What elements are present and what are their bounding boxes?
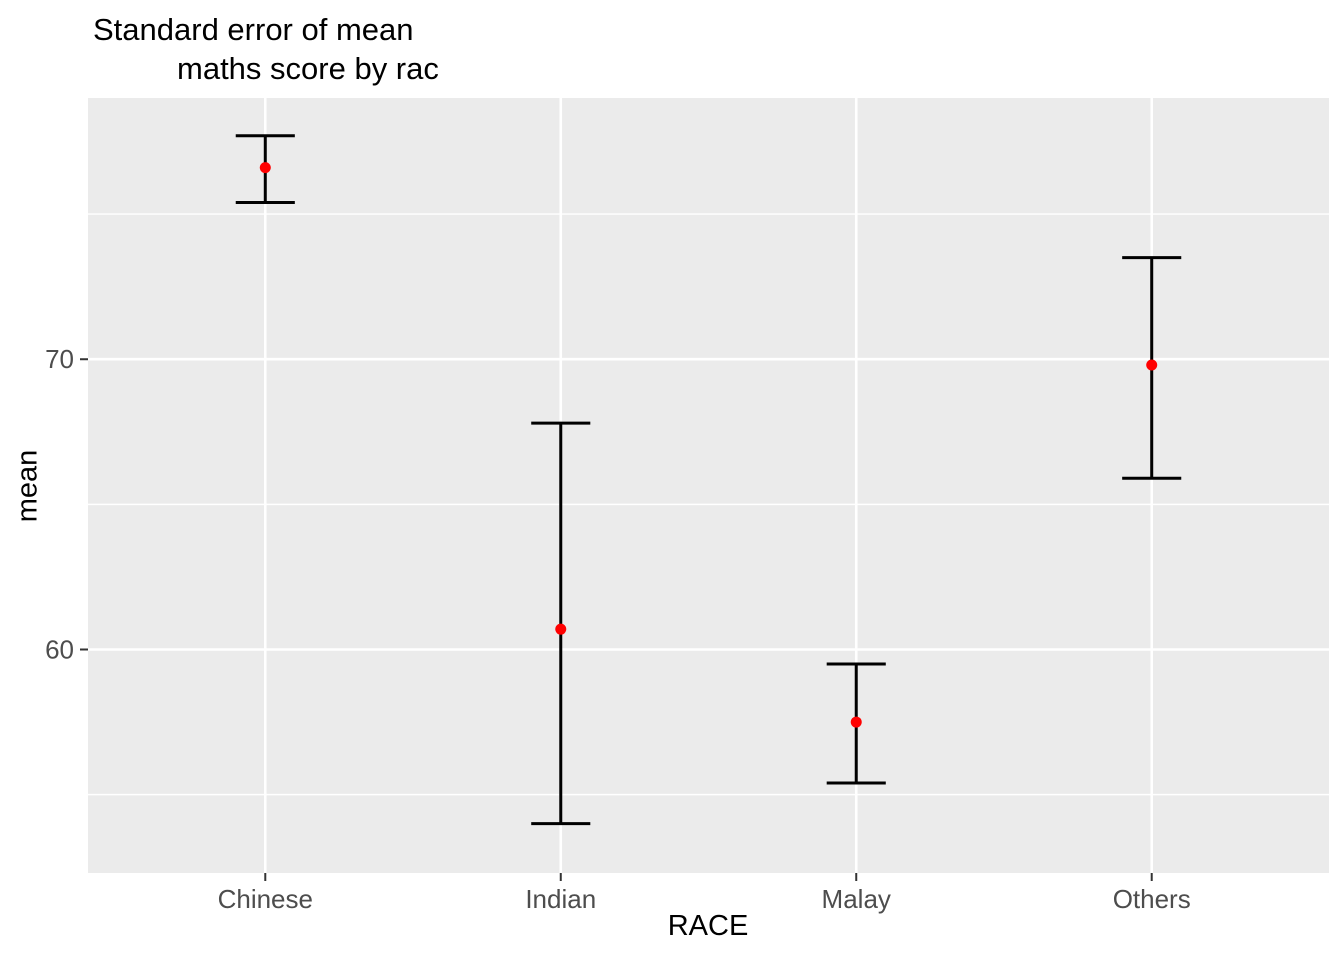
plot-title: Standard error of mean maths score by ra… — [93, 10, 439, 88]
x-tick-label: Malay — [822, 884, 891, 914]
mean-point — [259, 162, 271, 174]
mean-point — [1146, 359, 1158, 371]
plot-title-line1: Standard error of mean — [93, 12, 414, 47]
mean-point — [850, 716, 862, 728]
x-tick-label: Indian — [525, 884, 596, 914]
mean-point — [555, 623, 567, 635]
chart-panel — [88, 98, 1329, 873]
x-axis-title: RACE — [667, 910, 749, 942]
y-axis-title: mean — [11, 449, 44, 523]
y-tick-label: 70 — [45, 344, 74, 374]
x-tick-label: Others — [1113, 884, 1191, 914]
y-tick-label: 60 — [45, 634, 74, 664]
plot-title-line2: maths score by rac — [177, 51, 439, 86]
x-tick-label: Chinese — [218, 884, 313, 914]
